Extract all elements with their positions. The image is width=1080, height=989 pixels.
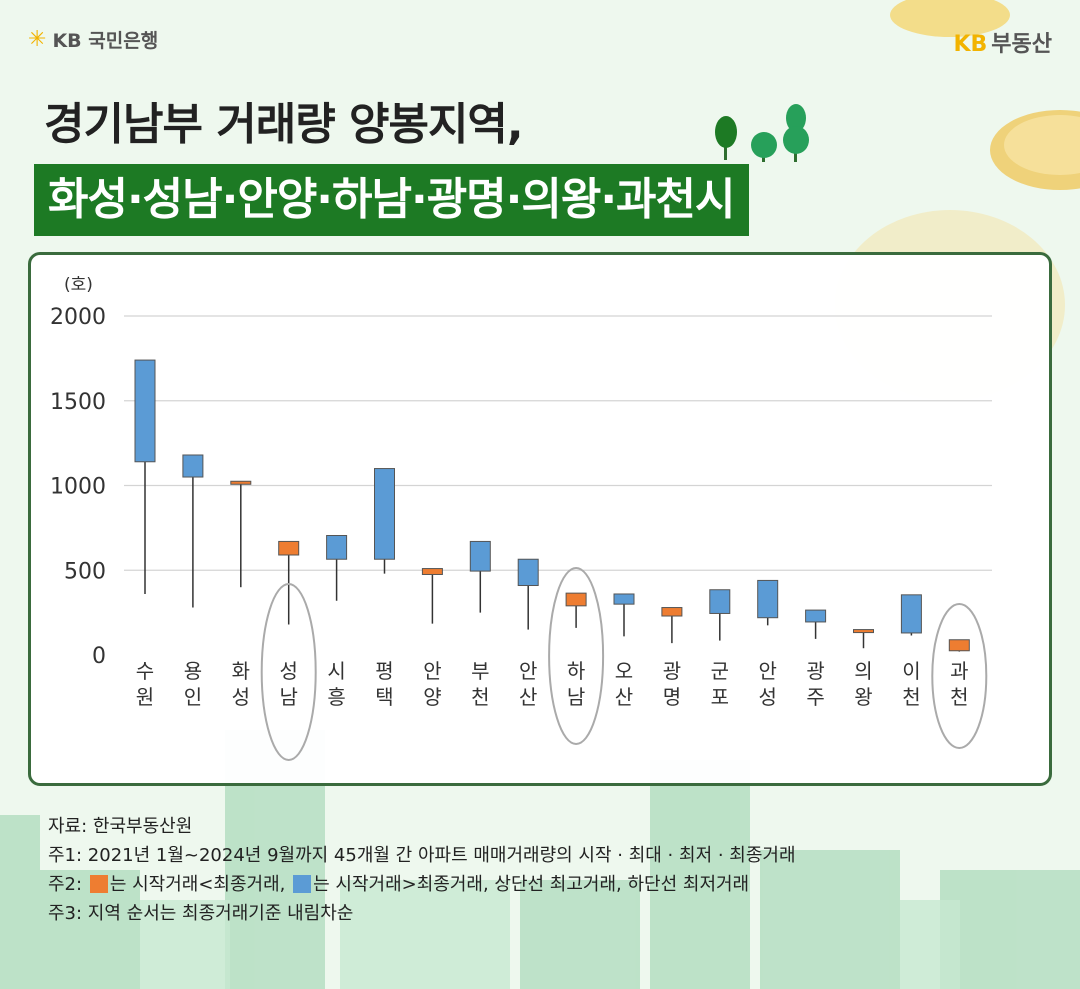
kb-bank-logo: ✳ KB 국민은행 xyxy=(28,26,158,53)
x-tick-label: 군 xyxy=(711,659,729,683)
x-tick-label: 부 xyxy=(471,659,489,683)
x-tick-label: 안 xyxy=(519,659,537,683)
candle-body xyxy=(421,568,443,575)
x-tick-label: 주 xyxy=(806,685,824,709)
candle-body xyxy=(709,589,731,614)
x-tick-label: 수 xyxy=(136,659,154,683)
x-tick-label: 천 xyxy=(902,685,920,709)
candle-body xyxy=(900,594,922,634)
kb-bank-logo-text: KB 국민은행 xyxy=(52,30,159,52)
note-2-prefix: 주2: xyxy=(48,874,88,895)
x-tick-label: 흥 xyxy=(327,685,345,709)
x-tick-label: 왕 xyxy=(854,685,872,709)
x-tick-label: 천 xyxy=(950,685,968,709)
orange-swatch-icon xyxy=(89,875,108,893)
candle-body xyxy=(182,454,204,478)
x-tick-label: 성 xyxy=(758,685,776,709)
highlight-ellipse xyxy=(260,583,317,761)
kb-mark: KB xyxy=(953,32,988,57)
candle-body xyxy=(757,579,779,619)
candle-body xyxy=(469,540,491,572)
candle-body xyxy=(134,359,156,463)
x-tick-label: 하 xyxy=(567,659,585,683)
candle-body xyxy=(278,540,300,556)
note-source: 자료: 한국부동산원 xyxy=(48,816,193,837)
x-tick-label: 남 xyxy=(567,685,585,709)
blue-swatch-icon xyxy=(293,875,312,893)
x-tick-label: 과 xyxy=(950,659,968,683)
x-tick-label: 광 xyxy=(806,659,824,683)
candle-body xyxy=(853,629,874,634)
y-axis-unit: (호) xyxy=(64,275,93,295)
x-tick-label: 용 xyxy=(184,659,202,683)
note-2-up: 는 시작거래<최종거래, xyxy=(109,874,292,895)
candle-body xyxy=(374,468,395,560)
note-3: 주3: 지역 순서는 최종거래기준 내림차순 xyxy=(48,903,354,924)
x-tick-label: 원 xyxy=(136,685,154,709)
chart-notes: 자료: 한국부동산원 주1: 2021년 1월~2024년 9월까지 45개월 … xyxy=(48,812,796,928)
x-tick-label: 시 xyxy=(327,659,345,683)
x-tick-label: 인 xyxy=(184,685,202,709)
candle-body xyxy=(613,593,635,605)
x-tick-label: 오 xyxy=(615,659,633,683)
x-tick-label: 성 xyxy=(279,659,297,683)
x-tick-label: 안 xyxy=(758,659,776,683)
x-tick-label: 남 xyxy=(279,685,297,709)
y-tick-label: 500 xyxy=(64,559,106,584)
x-tick-label: 산 xyxy=(615,685,633,709)
kb-realestate-name: 부동산 xyxy=(991,32,1052,57)
x-tick-label: 천 xyxy=(471,685,489,709)
x-tick-label: 평 xyxy=(375,659,393,683)
x-tick-label: 양 xyxy=(423,685,441,709)
x-tick-label: 이 xyxy=(902,659,920,683)
note-2: 주2: 는 시작거래<최종거래, 는 시작거래>최종거래, 상단선 최고거래, … xyxy=(48,870,796,899)
candle-body xyxy=(805,609,827,623)
page-title: 경기남부 거래량 양봉지역, xyxy=(44,99,524,150)
candle-body xyxy=(230,480,252,485)
x-tick-label: 안 xyxy=(423,659,441,683)
candle-body xyxy=(661,607,683,617)
tree-icon xyxy=(715,104,809,162)
y-tick-label: 1500 xyxy=(50,390,106,415)
kb-star-icon: ✳ xyxy=(28,27,47,52)
x-tick-label: 산 xyxy=(519,685,537,709)
highlight-ellipse xyxy=(931,603,988,749)
candle-body xyxy=(326,535,348,560)
candle-body xyxy=(948,639,970,652)
x-tick-label: 광 xyxy=(663,659,681,683)
x-tick-label: 포 xyxy=(711,685,729,709)
page-subtitle: 화성·성남·안양·하남·광명·의왕·과천시 xyxy=(34,164,749,236)
y-tick-label: 2000 xyxy=(50,305,106,330)
highlight-ellipse xyxy=(548,567,605,745)
x-tick-label: 성 xyxy=(232,685,250,709)
y-tick-label: 0 xyxy=(92,644,106,669)
candle-body xyxy=(565,592,587,607)
y-tick-label: 1000 xyxy=(50,475,106,500)
note-1: 주1: 2021년 1월~2024년 9월까지 45개월 간 아파트 매매거래량… xyxy=(48,845,796,866)
x-tick-label: 명 xyxy=(663,685,681,709)
chart-panel xyxy=(28,252,1052,786)
candle-body xyxy=(517,558,539,587)
x-tick-label: 의 xyxy=(854,659,872,683)
note-2-down: 는 시작거래>최종거래, 상단선 최고거래, 하단선 최저거래 xyxy=(313,874,750,895)
x-tick-label: 택 xyxy=(375,685,393,709)
x-tick-label: 화 xyxy=(232,659,250,683)
kb-realestate-logo: KB 부동산 xyxy=(953,26,1052,58)
